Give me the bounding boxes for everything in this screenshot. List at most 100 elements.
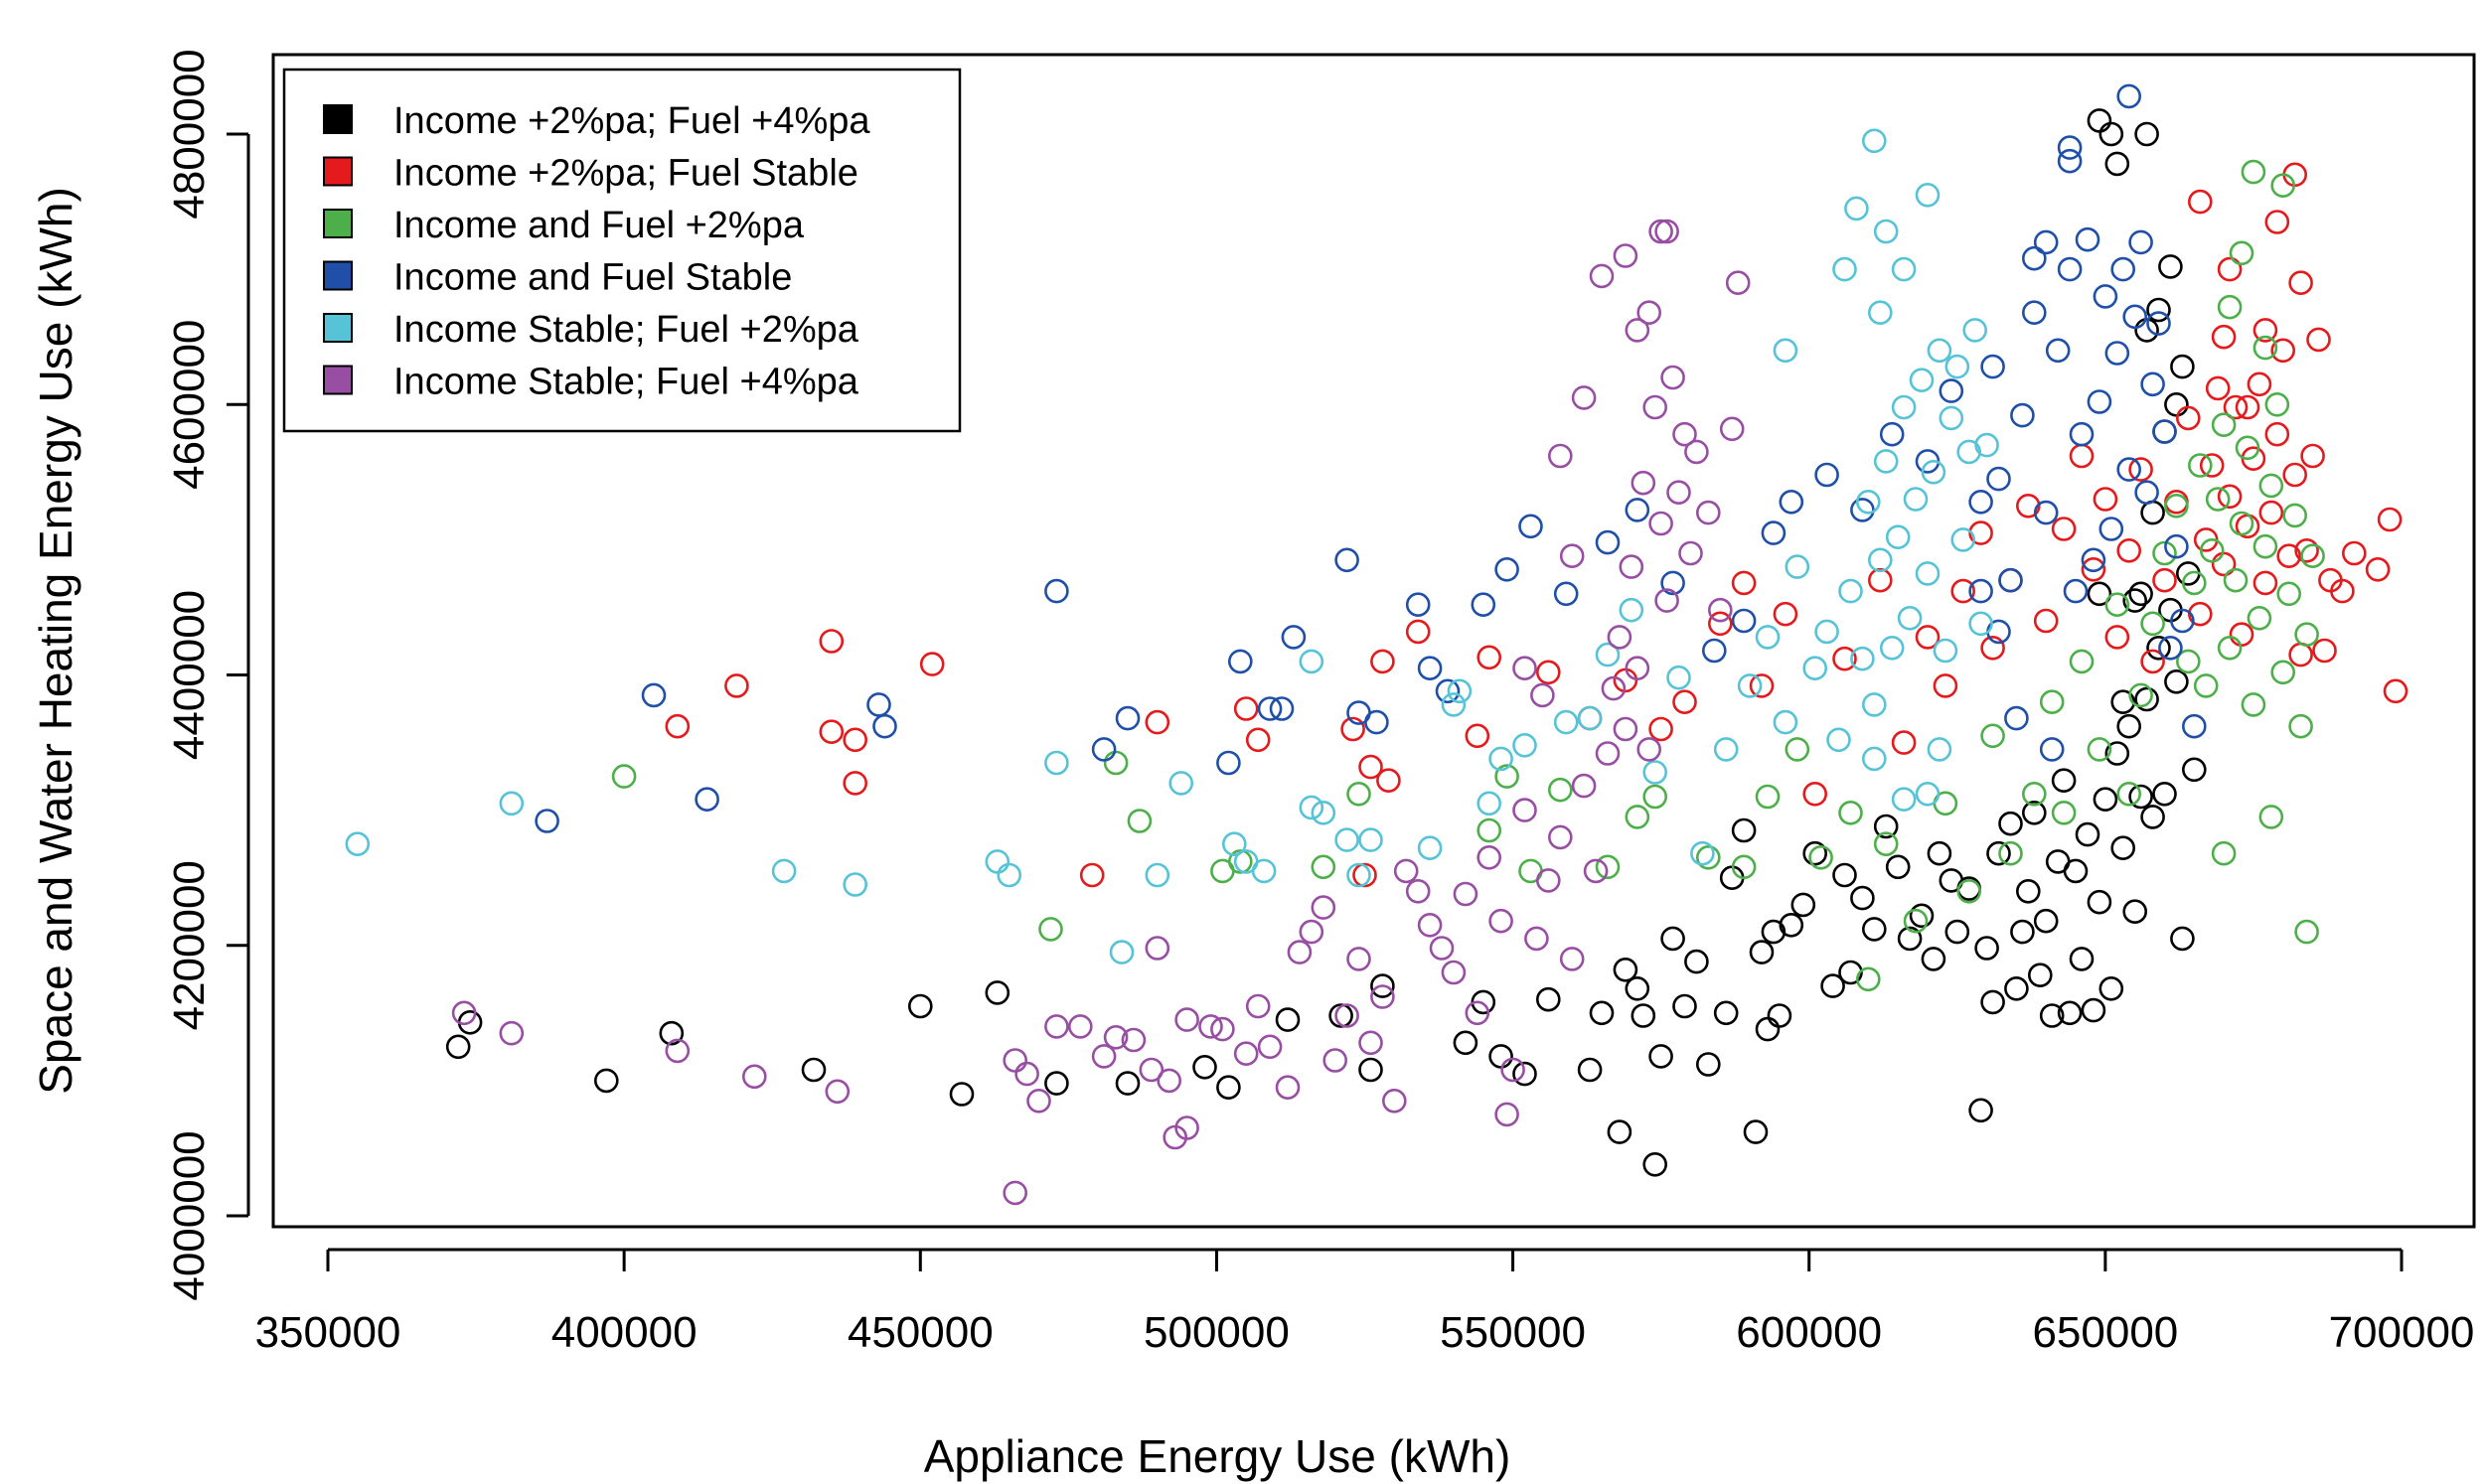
data-point — [2258, 473, 2284, 499]
data-point — [1672, 993, 1697, 1019]
data-point — [1417, 912, 1443, 938]
data-point — [2223, 394, 2249, 420]
data-point — [2057, 1000, 2083, 1026]
data-point — [2300, 443, 2325, 469]
data-point — [1216, 1075, 1241, 1100]
data-point — [1453, 1030, 1478, 1056]
data-point — [2199, 537, 2225, 563]
data-point — [1998, 840, 2023, 866]
data-point — [1553, 581, 1579, 607]
data-point — [2205, 375, 2231, 401]
data-point — [1625, 318, 1650, 343]
data-point — [2039, 689, 2065, 715]
data-point — [1956, 878, 1981, 904]
data-point — [1476, 844, 1501, 870]
data-point — [1915, 183, 1941, 208]
x-tick-label: 650000 — [2032, 1308, 2178, 1357]
data-point — [1429, 936, 1455, 961]
x-tick-label: 550000 — [1440, 1308, 1586, 1357]
data-point — [1524, 926, 1549, 952]
legend-entry: Income Stable; Fuel +4%pa — [323, 362, 859, 403]
data-point — [1536, 660, 1561, 685]
data-point — [1346, 862, 1371, 888]
data-point — [2288, 713, 2313, 739]
data-point — [1595, 642, 1621, 668]
data-point — [1891, 787, 1917, 813]
data-point — [1476, 791, 1501, 816]
data-point — [1500, 1057, 1525, 1083]
data-point — [1879, 421, 1905, 447]
data-point — [1915, 561, 1941, 586]
data-point — [2217, 484, 2243, 510]
data-point — [1269, 696, 1295, 721]
data-point — [2164, 668, 2189, 694]
data-point — [2033, 229, 2059, 255]
data-point — [2081, 997, 2106, 1023]
data-point — [1968, 520, 1993, 545]
data-point — [2235, 394, 2260, 420]
series-4 — [535, 83, 2207, 833]
data-point — [2264, 391, 2290, 417]
data-point — [1607, 1119, 1632, 1144]
series-5 — [345, 128, 1999, 965]
data-point — [2140, 649, 2165, 674]
data-point — [1838, 960, 1863, 985]
data-point — [1939, 378, 1964, 403]
data-point — [2051, 800, 2077, 825]
x-tick-label: 400000 — [551, 1308, 698, 1357]
data-point — [1417, 835, 1443, 861]
data-point — [1488, 908, 1513, 934]
data-point — [1636, 300, 1661, 326]
data-point — [2128, 682, 2153, 708]
data-point — [1737, 673, 1763, 698]
data-point — [997, 862, 1022, 888]
y-tick-label: 4400000 — [165, 590, 214, 760]
data-point — [1672, 421, 1697, 447]
data-point — [2087, 108, 2112, 133]
data-point — [1121, 1027, 1147, 1053]
data-point — [1334, 827, 1359, 852]
data-point — [2051, 517, 2077, 541]
data-point — [1358, 1030, 1383, 1056]
data-point — [1038, 917, 1063, 942]
data-point — [2253, 318, 2278, 343]
data-point — [2170, 608, 2195, 634]
data-point — [1873, 814, 1899, 839]
data-point — [2241, 159, 2266, 185]
data-point — [843, 771, 868, 796]
data-point — [2116, 457, 2141, 482]
data-point — [1370, 973, 1395, 998]
data-point — [1494, 556, 1519, 582]
data-point — [1761, 919, 1787, 945]
data-point — [1109, 940, 1135, 965]
data-point — [1915, 781, 1941, 807]
data-point — [1192, 1055, 1217, 1080]
data-point — [2199, 453, 2225, 478]
data-point — [2110, 689, 2135, 715]
data-point — [1435, 678, 1461, 704]
data-point — [1595, 529, 1621, 555]
data-point — [2152, 781, 2177, 807]
data-point — [1891, 394, 1917, 420]
data-point — [1346, 781, 1371, 807]
data-point — [1660, 570, 1685, 596]
data-point — [1139, 1057, 1165, 1083]
data-point — [1079, 862, 1105, 888]
data-point — [1548, 824, 1573, 850]
data-point — [1589, 263, 1615, 289]
data-point — [1145, 709, 1170, 735]
data-point — [985, 980, 1010, 1005]
data-point — [695, 787, 719, 813]
data-point — [1708, 597, 1733, 623]
legend-swatch — [323, 104, 353, 134]
data-point — [1873, 831, 1899, 857]
legend-swatch — [323, 209, 353, 238]
data-point — [1950, 527, 1975, 552]
data-point — [1921, 947, 1946, 971]
data-point — [2093, 487, 2118, 512]
data-point — [2146, 297, 2171, 323]
data-point — [1903, 908, 1929, 934]
data-point — [1393, 858, 1419, 884]
data-point — [1222, 831, 1247, 857]
data-point — [2188, 189, 2213, 215]
